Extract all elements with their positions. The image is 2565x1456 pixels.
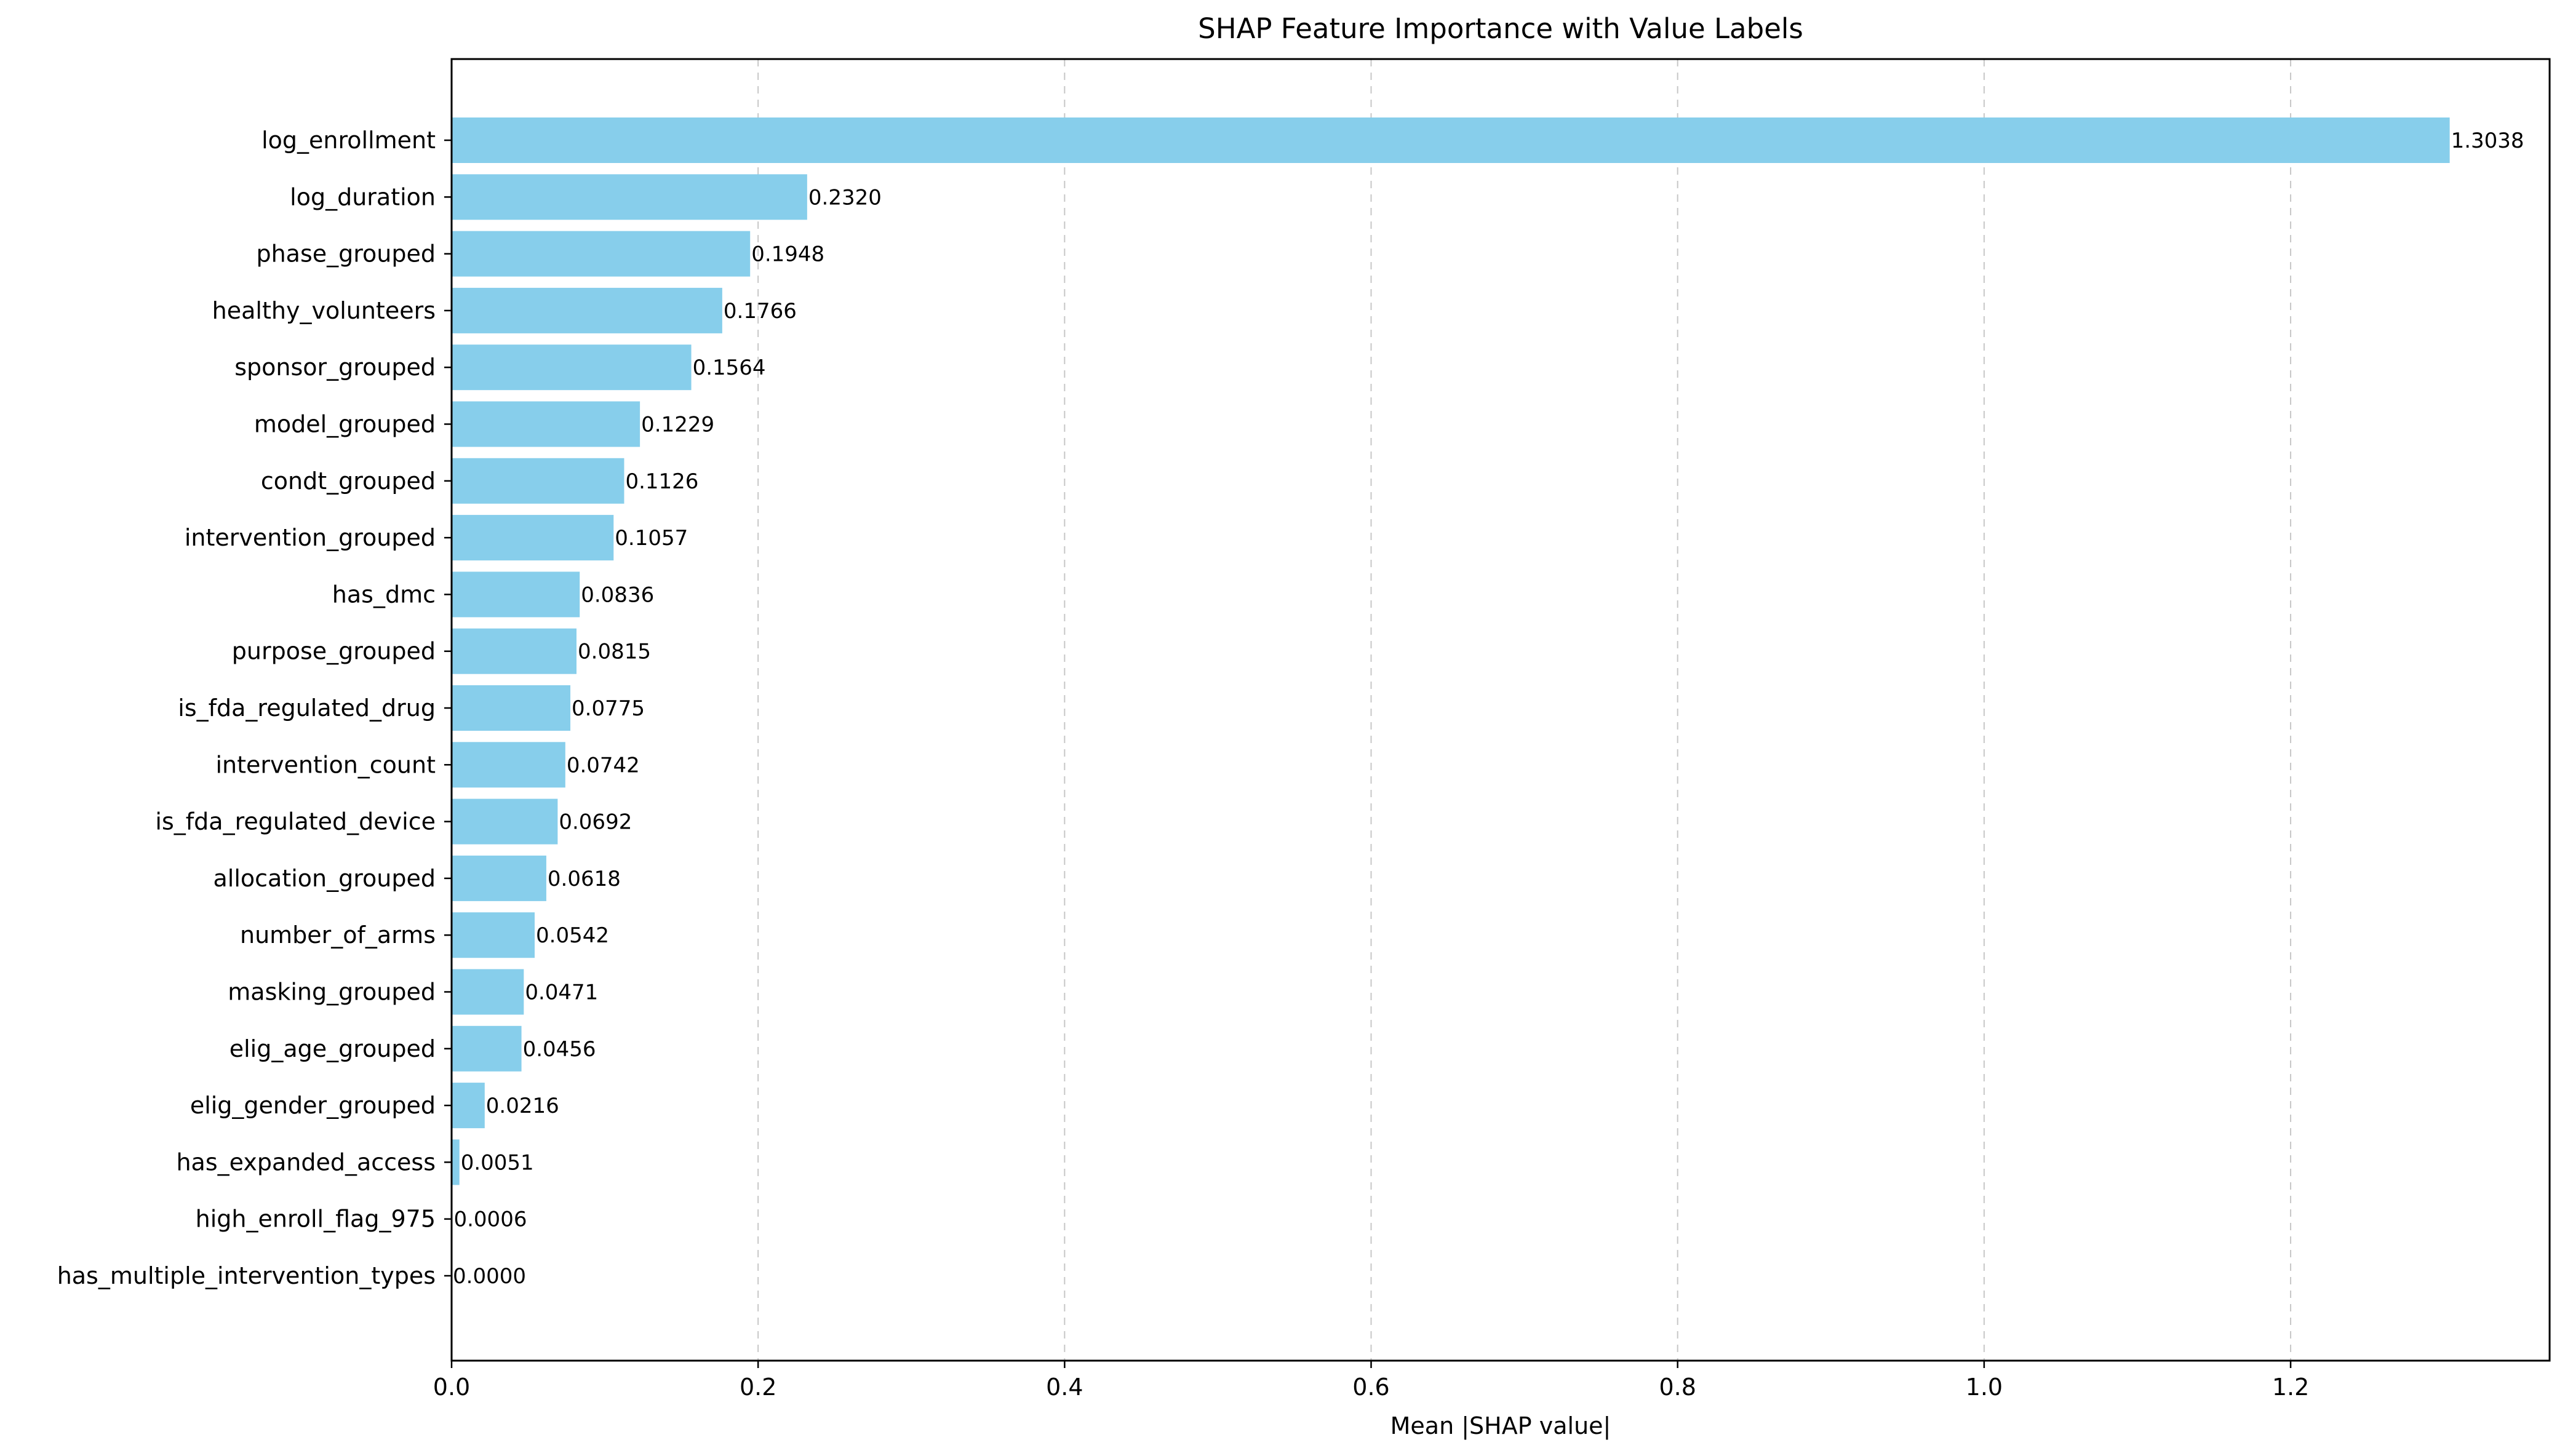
value-label: 0.0542 [536, 923, 609, 948]
y-tick-label: number_of_arms [240, 921, 436, 949]
y-tick-label: has_multiple_intervention_types [57, 1262, 436, 1289]
value-label: 0.0618 [548, 867, 621, 891]
x-tick-label: 0.8 [1659, 1374, 1696, 1401]
bar [452, 287, 722, 333]
y-tick-label: log_duration [290, 183, 436, 210]
y-tick-label: condt_grouped [261, 467, 436, 495]
x-tick-label: 1.2 [2272, 1374, 2309, 1401]
x-tick-label: 0.6 [1352, 1374, 1389, 1401]
value-label: 0.0836 [581, 583, 654, 607]
bar [452, 344, 692, 391]
bar [452, 174, 807, 220]
bar [452, 912, 535, 958]
y-tick-label: is_fda_regulated_drug [178, 694, 436, 722]
value-label: 0.0000 [453, 1264, 526, 1289]
y-tick-label: purpose_grouped [232, 638, 436, 665]
y-tick-label: high_enroll_flag_975 [196, 1206, 436, 1233]
x-ticks: 0.0 0.2 0.4 0.6 0.8 1.0 1.2 [433, 1361, 2309, 1401]
value-label: 1.3038 [2451, 129, 2524, 153]
bar [452, 1025, 522, 1072]
bar [452, 742, 565, 788]
value-label: 0.1229 [641, 413, 714, 437]
bar [452, 855, 546, 901]
value-label: 0.0216 [486, 1094, 559, 1118]
y-tick-label: masking_grouped [228, 979, 436, 1006]
plot-frame [450, 58, 2551, 1362]
value-label: 0.1564 [693, 356, 766, 380]
value-label: 0.0456 [523, 1037, 596, 1062]
y-tick-label: log_enrollment [261, 127, 436, 154]
chart-title: SHAP Feature Importance with Value Label… [1198, 12, 1803, 45]
value-label: 0.0775 [572, 696, 645, 721]
value-label: 0.0742 [567, 753, 640, 778]
value-label: 0.0815 [578, 640, 651, 664]
value-labels: 1.3038 0.2320 0.1948 0.1766 0.1564 0.1229 0.11… [453, 129, 2524, 1289]
y-tick-label: is_fda_regulated_device [155, 808, 436, 835]
bar [452, 798, 558, 845]
value-label: 0.1057 [615, 526, 688, 551]
value-label: 0.2320 [808, 185, 882, 210]
y-tick-label: elig_gender_grouped [190, 1092, 436, 1119]
bars [452, 117, 2450, 1242]
value-label: 0.0006 [453, 1207, 527, 1232]
y-tick-label: phase_grouped [256, 241, 436, 268]
y-tick-label: sponsor_grouped [234, 354, 436, 381]
bar [452, 231, 751, 277]
x-tick-label: 0.0 [433, 1374, 470, 1401]
x-tick-label: 0.2 [740, 1374, 776, 1401]
bar [452, 685, 571, 731]
value-label: 0.0692 [559, 810, 632, 835]
x-tick-label: 1.0 [1966, 1374, 2003, 1401]
value-label: 0.0471 [525, 981, 598, 1005]
x-axis-label: Mean |SHAP value| [1390, 1412, 1611, 1440]
value-label: 0.1948 [751, 242, 824, 267]
bar [452, 1083, 485, 1129]
y-tick-label: intervention_grouped [185, 524, 436, 551]
value-label: 0.1766 [724, 299, 797, 324]
bar [452, 401, 640, 447]
bar [452, 969, 524, 1015]
value-label: 0.0051 [461, 1150, 534, 1175]
bar [452, 628, 577, 674]
bar [452, 571, 580, 618]
bar [452, 458, 624, 504]
y-tick-label: healthy_volunteers [212, 297, 436, 324]
x-tick-label: 0.4 [1046, 1374, 1083, 1401]
bar [452, 1139, 460, 1185]
bar [452, 117, 2450, 163]
y-tick-labels: log_enrollment log_duration phase_groupedh… [57, 127, 452, 1289]
y-tick-label: allocation_grouped [213, 865, 436, 892]
value-label: 0.1126 [625, 469, 698, 494]
y-tick-label: intervention_count [216, 751, 436, 778]
y-tick-label: has_dmc [332, 581, 436, 608]
y-tick-label: model_grouped [254, 411, 436, 438]
bar [452, 515, 614, 561]
y-tick-label: has_expanded_access [176, 1148, 436, 1176]
gridlines [451, 59, 2292, 1361]
y-tick-label: elig_age_grouped [229, 1035, 436, 1062]
